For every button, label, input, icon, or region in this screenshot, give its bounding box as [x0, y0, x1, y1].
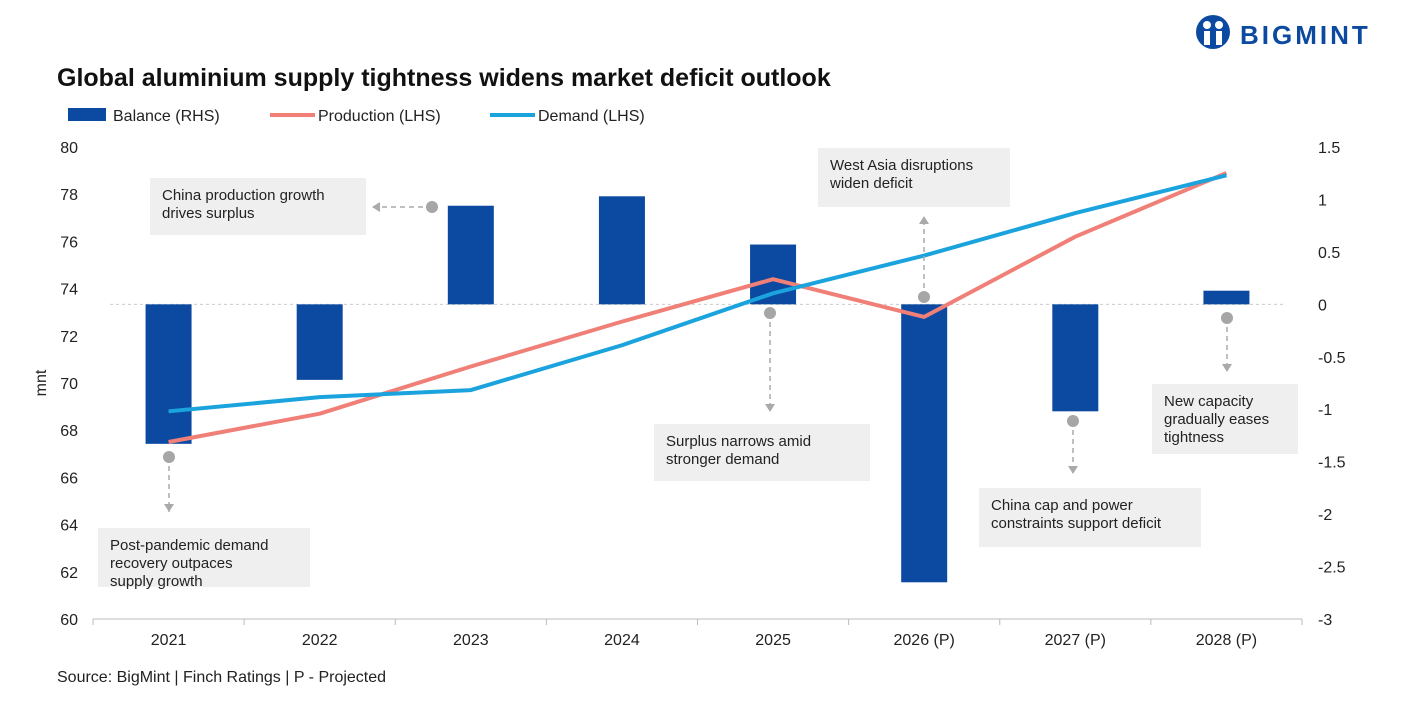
y2-tick-label: 1.5: [1318, 140, 1340, 157]
x-tick-label: 2026 (P): [894, 632, 955, 649]
annotation-text: China cap and power: [991, 497, 1133, 514]
y-tick-label: 80: [60, 140, 78, 157]
y-tick-label: 66: [60, 470, 78, 487]
annotation-dot: [1067, 415, 1079, 427]
logo-icon: [1203, 21, 1211, 29]
annotation-dot: [426, 201, 438, 213]
line: [168, 173, 1227, 414]
y-tick-label: 76: [60, 234, 78, 251]
annotation-dot: [918, 291, 930, 303]
annotation-text: constraints support deficit: [991, 515, 1162, 532]
annotation-text: recovery outpaces: [110, 555, 233, 572]
annotation-dot: [1221, 312, 1233, 324]
annotation-box: [150, 178, 366, 235]
bar: [296, 304, 343, 380]
bar: [1203, 290, 1250, 305]
y2-tick-label: 1: [1318, 192, 1327, 209]
y-tick-label: 78: [60, 187, 78, 204]
y2-tick-label: -1: [1318, 402, 1332, 419]
logo-icon: [1215, 21, 1223, 29]
y-tick-label: 62: [60, 565, 78, 582]
y2-tick-label: -2.5: [1318, 560, 1346, 577]
logo-icon: [1196, 15, 1230, 49]
y-tick-label: 70: [60, 376, 78, 393]
annotation-text: supply growth: [110, 573, 203, 590]
annotation-box: [979, 488, 1201, 547]
annotation-arrowhead: [164, 504, 174, 512]
legend-label: Balance (RHS): [113, 108, 220, 125]
y-tick-label: 72: [60, 329, 78, 346]
x-tick-label: 2023: [453, 632, 489, 649]
annotation-text: widen deficit: [829, 175, 913, 192]
y2-tick-label: 0.5: [1318, 245, 1340, 262]
y2-tick-label: -0.5: [1318, 350, 1346, 367]
x-tick-label: 2027 (P): [1045, 632, 1106, 649]
y2-tick-label: -1.5: [1318, 455, 1346, 472]
annotation-arrowhead: [919, 216, 929, 224]
y-tick-label: 74: [60, 282, 78, 299]
annotation-text: stronger demand: [666, 451, 779, 468]
annotation-box: [818, 148, 1010, 207]
annotation-box: [654, 424, 870, 481]
annotation-dot: [764, 307, 776, 319]
logo-text: BIGMINT: [1240, 20, 1371, 50]
annotation-dot: [163, 451, 175, 463]
y2-tick-label: 0: [1318, 297, 1327, 314]
y-axis-label: mnt: [33, 369, 50, 396]
bar: [901, 304, 948, 583]
logo: BIGMINT: [1196, 15, 1371, 50]
annotation-box: [1152, 384, 1298, 454]
annotation-arrowhead: [765, 404, 775, 412]
y-tick-label: 64: [60, 518, 78, 535]
y2-tick-label: -2: [1318, 507, 1332, 524]
legend-label: Production (LHS): [318, 108, 441, 125]
annotation-text: West Asia disruptions: [830, 157, 973, 174]
line: [168, 171, 1228, 444]
source: Source: BigMint | Finch Ratings | P - Pr…: [57, 669, 386, 686]
y2-tick-label: -3: [1318, 612, 1332, 629]
annotation-arrowhead: [1222, 364, 1232, 372]
annotation-text: Post-pandemic demand: [110, 537, 268, 554]
y-tick-label: 68: [60, 423, 78, 440]
annotation-text: New capacity: [1164, 393, 1254, 410]
x-tick-label: 2028 (P): [1196, 632, 1257, 649]
bar: [1052, 304, 1099, 412]
logo-icon: [1204, 31, 1210, 45]
logo-icon: [1216, 31, 1222, 45]
bar: [447, 205, 494, 305]
legend-label: Demand (LHS): [538, 108, 645, 125]
annotation-box: [98, 528, 310, 587]
annotation-arrowhead: [1068, 466, 1078, 474]
annotation-text: gradually eases: [1164, 411, 1269, 428]
annotation-text: tightness: [1164, 429, 1224, 446]
legend-marker: [68, 108, 106, 121]
y-tick-label: 60: [60, 612, 78, 629]
chart-title: Global aluminium supply tightness widens…: [57, 64, 831, 92]
annotation-arrowhead: [372, 202, 380, 212]
x-tick-label: 2021: [151, 632, 187, 649]
x-tick-label: 2025: [755, 632, 791, 649]
bar: [598, 196, 645, 305]
x-tick-label: 2022: [302, 632, 338, 649]
annotation-text: China production growth: [162, 187, 325, 204]
bar: [145, 304, 192, 444]
annotation-text: Surplus narrows amid: [666, 433, 811, 450]
annotation-text: drives surplus: [162, 205, 255, 222]
x-tick-label: 2024: [604, 632, 640, 649]
